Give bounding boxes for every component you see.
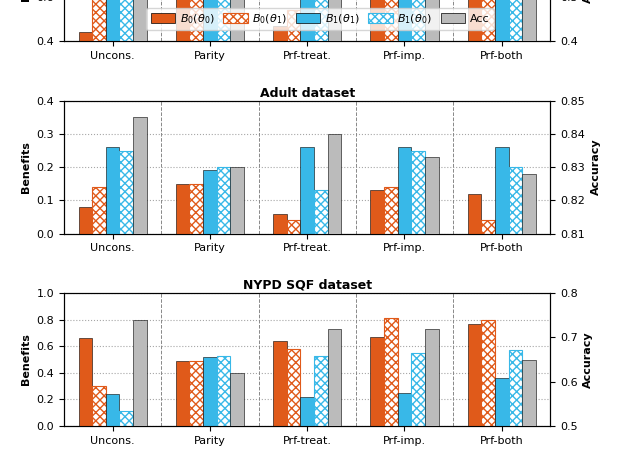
Bar	[273, 214, 287, 234]
Bar	[425, 0, 438, 218]
Bar	[300, 0, 314, 130]
Bar	[189, 361, 203, 426]
Bar	[384, 187, 397, 234]
Bar	[230, 0, 244, 218]
Bar	[203, 170, 217, 234]
Bar	[106, 0, 120, 130]
Bar	[495, 378, 509, 426]
Bar	[92, 386, 106, 426]
Bar	[328, 0, 341, 218]
Y-axis label: Benefits: Benefits	[21, 0, 31, 1]
Bar	[412, 0, 425, 130]
Bar	[397, 0, 412, 130]
Bar	[495, 0, 509, 130]
Bar	[314, 355, 328, 426]
Bar	[481, 220, 495, 234]
Bar	[468, 194, 481, 234]
Bar	[509, 350, 522, 426]
Bar	[509, 0, 522, 130]
Y-axis label: Accuracy: Accuracy	[584, 331, 593, 388]
Bar	[384, 318, 397, 426]
Bar	[79, 207, 92, 234]
Bar	[176, 0, 189, 130]
Bar	[79, 338, 92, 426]
Bar	[203, 357, 217, 426]
Legend: $B_0(\theta_0)$, $B_0(\theta_1)$, $B_1(\theta_1)$, $B_1(\theta_0)$, Acc: $B_0(\theta_0)$, $B_0(\theta_1)$, $B_1(\…	[147, 8, 493, 30]
Bar	[217, 0, 230, 130]
Bar	[328, 134, 341, 458]
Bar	[481, 0, 495, 130]
Bar	[287, 220, 300, 234]
Bar	[300, 397, 314, 426]
Bar	[397, 393, 412, 426]
Bar	[217, 355, 230, 426]
Bar	[133, 320, 147, 458]
Bar	[314, 0, 328, 130]
Bar	[300, 147, 314, 234]
Bar	[203, 0, 217, 130]
Y-axis label: Accuracy: Accuracy	[591, 139, 600, 196]
Bar	[522, 360, 536, 458]
Bar	[425, 328, 438, 458]
Bar	[133, 117, 147, 458]
Bar	[522, 0, 536, 218]
Bar	[522, 174, 536, 458]
Bar	[509, 167, 522, 234]
Bar	[176, 361, 189, 426]
Bar	[468, 324, 481, 426]
Bar	[371, 191, 384, 234]
Y-axis label: Accuracy: Accuracy	[584, 0, 593, 3]
Bar	[273, 341, 287, 426]
Bar	[287, 10, 300, 130]
Bar	[314, 191, 328, 234]
Bar	[120, 151, 133, 234]
Bar	[468, 0, 481, 130]
Bar	[79, 33, 92, 130]
Bar	[371, 337, 384, 426]
Bar	[425, 157, 438, 458]
Bar	[273, 26, 287, 130]
Bar	[106, 147, 120, 234]
Bar	[495, 147, 509, 234]
Bar	[120, 0, 133, 130]
Bar	[412, 151, 425, 234]
Y-axis label: Benefits: Benefits	[21, 141, 31, 193]
Bar	[176, 184, 189, 234]
Bar	[133, 0, 147, 218]
Bar	[92, 0, 106, 130]
Title: Adult dataset: Adult dataset	[260, 87, 355, 99]
Bar	[412, 353, 425, 426]
Bar	[287, 349, 300, 426]
Title: NYPD SQF dataset: NYPD SQF dataset	[243, 279, 372, 292]
Bar	[189, 184, 203, 234]
Bar	[328, 328, 341, 458]
Bar	[230, 373, 244, 458]
Bar	[397, 147, 412, 234]
Bar	[189, 0, 203, 130]
Bar	[217, 167, 230, 234]
Bar	[106, 394, 120, 426]
Bar	[481, 320, 495, 426]
Y-axis label: Benefits: Benefits	[21, 333, 31, 386]
Bar	[92, 187, 106, 234]
Bar	[120, 411, 133, 426]
Bar	[230, 167, 244, 458]
Bar	[384, 0, 397, 130]
Bar	[371, 0, 384, 130]
